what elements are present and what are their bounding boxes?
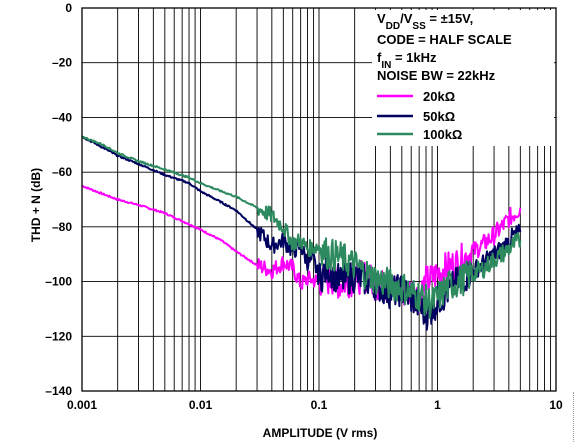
series-line-20k xyxy=(81,184,522,314)
annotation-line-supply: VDD/VSS = ±15V, xyxy=(377,11,473,32)
y-tick-label: –120 xyxy=(45,329,72,343)
y-tick-label: –60 xyxy=(52,165,72,179)
plot-frame xyxy=(81,7,557,392)
series-line-100k xyxy=(81,135,522,319)
y-tick-label: –20 xyxy=(52,56,72,70)
legend-label-50k: 50kΩ xyxy=(423,109,455,124)
annotation-line-code: CODE = HALF SCALE xyxy=(377,32,512,47)
series-group xyxy=(81,135,522,331)
x-axis-title: AMPLITUDE (V rms) xyxy=(263,426,378,440)
y-tick-labels: 0 –20 –40 –60 –80 –100 –120 –140 xyxy=(45,1,72,398)
grid xyxy=(82,8,556,391)
legend-box xyxy=(372,10,554,146)
x-tick-labels: 0.001 0.01 0.1 1 10 xyxy=(67,398,563,412)
legend-label-100k: 100kΩ xyxy=(423,127,462,142)
annotation-line-noise-bw: NOISE BW = 22kHz xyxy=(377,68,496,83)
x-tick-label: 10 xyxy=(549,398,563,412)
legend-label-20k: 20kΩ xyxy=(423,89,455,104)
side-margin-mark xyxy=(573,392,579,442)
y-tick-label: –140 xyxy=(45,384,72,398)
y-tick-label: –100 xyxy=(45,275,72,289)
x-tick-label: 0.1 xyxy=(311,398,328,412)
y-tick-label: –80 xyxy=(52,220,72,234)
x-tick-label: 0.001 xyxy=(67,398,97,412)
annotation-line-fin: fIN = 1kHz xyxy=(377,50,437,71)
x-tick-label: 0.01 xyxy=(189,398,213,412)
y-tick-label: –40 xyxy=(52,110,72,124)
x-tick-label: 1 xyxy=(434,398,441,412)
y-tick-label: 0 xyxy=(65,1,72,15)
y-axis-title: THD + N (dB) xyxy=(29,168,43,242)
